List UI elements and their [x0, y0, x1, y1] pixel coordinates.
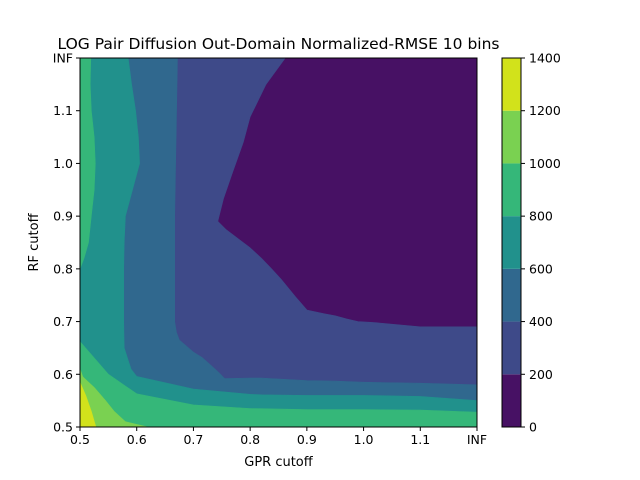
colorbar: 0 200 400 600 800 1000 1200 1400 [501, 51, 561, 435]
y-tick-label: 0.8 [53, 261, 73, 276]
colorbar-tick-label: 1000 [529, 156, 561, 171]
y-tick-label: 0.5 [53, 420, 73, 435]
colorbar-tick-label: 800 [529, 209, 553, 224]
y-tick-label: 1.0 [53, 156, 73, 171]
colorbar-tick-label: 400 [529, 314, 553, 329]
x-tick-label: 0.5 [70, 432, 90, 447]
colorbar-band [502, 216, 521, 269]
colorbar-band [502, 58, 521, 111]
x-axis-ticks: 0.5 0.6 0.7 0.8 0.9 1.0 1.1 INF [70, 427, 487, 447]
colorbar-tick-label: 200 [529, 367, 553, 382]
y-tick-label: 0.9 [53, 209, 73, 224]
colorbar-band [502, 110, 521, 164]
colorbar-tick-label: 1400 [529, 51, 561, 66]
colorbar-band [502, 321, 521, 375]
x-tick-label: 0.8 [240, 432, 260, 447]
contour-regions [79, 57, 478, 428]
y-tick-label: INF [53, 51, 73, 66]
y-tick-label: 0.7 [53, 314, 73, 329]
colorbar-band [502, 374, 521, 427]
y-axis-ticks: 0.5 0.6 0.7 0.8 0.9 1.0 1.1 INF [53, 51, 80, 435]
colorbar-tick-label: 1200 [529, 103, 561, 118]
x-tick-label: 1.0 [354, 432, 374, 447]
x-tick-label: 0.6 [127, 432, 147, 447]
y-tick-label: 1.1 [53, 103, 73, 118]
colorbar-frame [501, 57, 522, 428]
y-axis-label: RF cutoff [27, 212, 42, 271]
x-tick-label: INF [467, 432, 487, 447]
x-tick-label: 1.1 [410, 432, 430, 447]
chart-title: LOG Pair Diffusion Out-Domain Normalized… [58, 35, 500, 53]
y-tick-label: 0.6 [53, 367, 73, 382]
colorbar-tick-label: 600 [529, 261, 553, 276]
colorbar-band [502, 268, 521, 322]
colorbar-tick-label: 0 [529, 420, 537, 435]
plot-frame [79, 57, 478, 428]
x-tick-label: 0.9 [297, 432, 317, 447]
x-tick-label: 0.7 [183, 432, 203, 447]
x-axis-label: GPR cutoff [244, 455, 314, 470]
colorbar-band [502, 163, 521, 217]
